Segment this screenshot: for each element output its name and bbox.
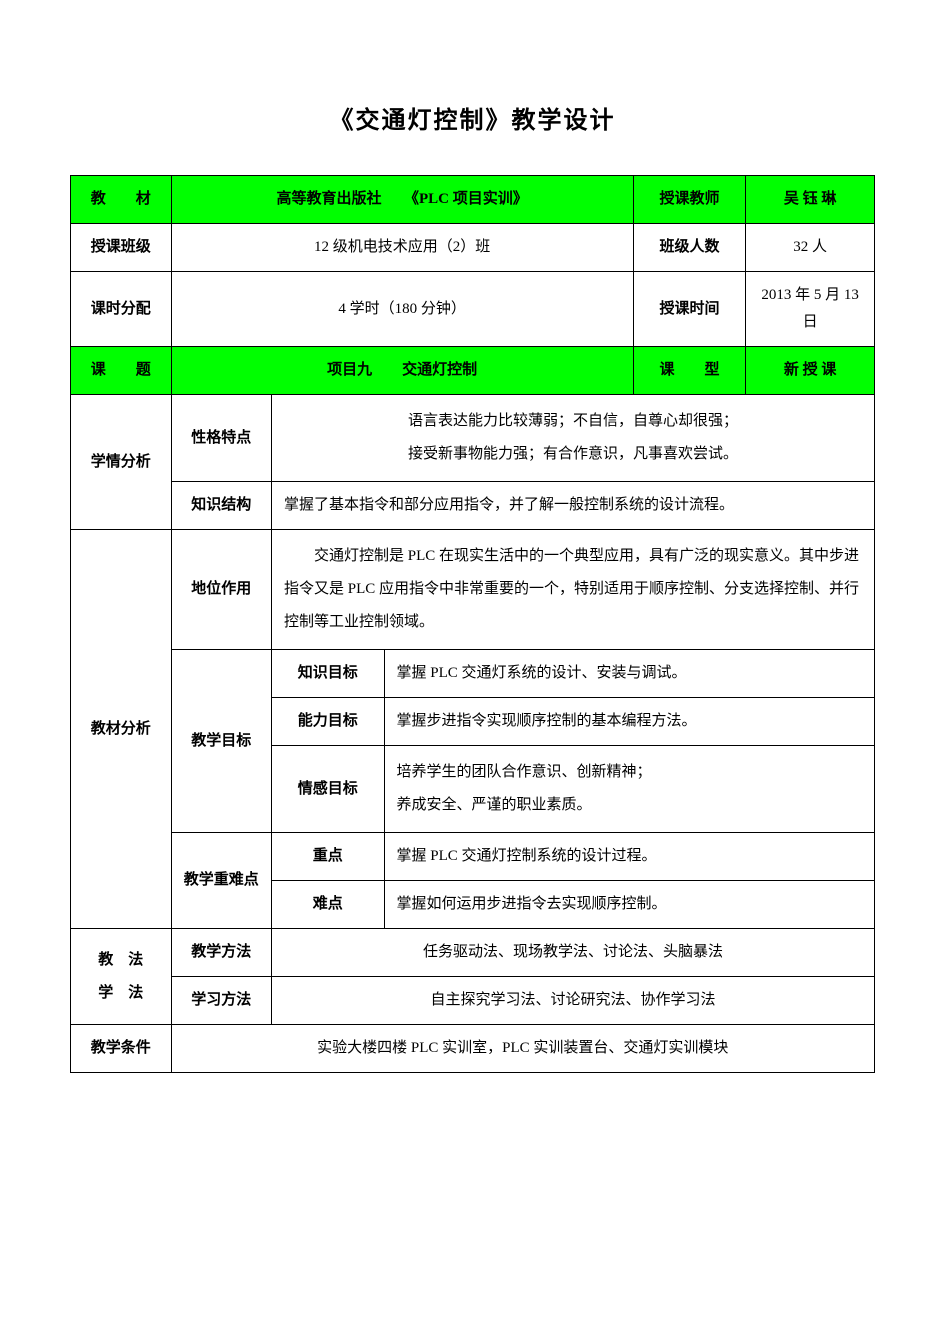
value-class-size: 32 人	[746, 224, 875, 272]
label-keypoints: 教学重难点	[171, 833, 272, 929]
label-knowledge-goal: 知识目标	[272, 650, 385, 698]
row-keypoint: 教学重难点 重点 掌握 PLC 交通灯控制系统的设计过程。	[71, 833, 875, 881]
label-knowledge-structure: 知识结构	[171, 482, 272, 530]
row-teach-method: 教 法 学 法 教学方法 任务驱动法、现场教学法、讨论法、头脑暴法	[71, 929, 875, 977]
row-knowledge-goal: 教学目标 知识目标 掌握 PLC 交通灯系统的设计、安装与调试。	[71, 650, 875, 698]
label-material-analysis: 教材分析	[71, 530, 172, 929]
value-topic: 项目九 交通灯控制	[171, 347, 633, 395]
row-hours: 课时分配 4 学时（180 分钟） 授课时间 2013 年 5 月 13 日	[71, 272, 875, 347]
label-conditions: 教学条件	[71, 1025, 172, 1073]
label-textbook: 教 材	[71, 176, 172, 224]
label-class-size: 班级人数	[633, 224, 746, 272]
label-emotion-goal: 情感目标	[272, 746, 385, 833]
label-personality: 性格特点	[171, 395, 272, 482]
value-knowledge-goal: 掌握 PLC 交通灯系统的设计、安装与调试。	[384, 650, 874, 698]
value-ability-goal: 掌握步进指令实现顺序控制的基本编程方法。	[384, 698, 874, 746]
row-role: 教材分析 地位作用 交通灯控制是 PLC 在现实生活中的一个典型应用，具有广泛的…	[71, 530, 875, 650]
value-hours: 4 学时（180 分钟）	[171, 272, 633, 347]
value-teach-method: 任务驱动法、现场教学法、讨论法、头脑暴法	[272, 929, 875, 977]
label-teaching-goals: 教学目标	[171, 650, 272, 833]
label-student-analysis: 学情分析	[71, 395, 172, 530]
value-difficult: 掌握如何运用步进指令去实现顺序控制。	[384, 881, 874, 929]
page-title: 《交通灯控制》教学设计	[70, 100, 875, 135]
label-learn-method: 学习方法	[171, 977, 272, 1025]
value-conditions: 实验大楼四楼 PLC 实训室，PLC 实训装置台、交通灯实训模块	[171, 1025, 875, 1073]
label-teacher: 授课教师	[633, 176, 746, 224]
lesson-plan-table: 教 材 高等教育出版社 《PLC 项目实训》 授课教师 吴 钰 琳 授课班级 1…	[70, 175, 875, 1073]
value-teacher: 吴 钰 琳	[746, 176, 875, 224]
value-key: 掌握 PLC 交通灯控制系统的设计过程。	[384, 833, 874, 881]
row-learn-method: 学习方法 自主探究学习法、讨论研究法、协作学习法	[71, 977, 875, 1025]
value-knowledge-structure: 掌握了基本指令和部分应用指令，并了解一般控制系统的设计流程。	[272, 482, 875, 530]
row-textbook: 教 材 高等教育出版社 《PLC 项目实训》 授课教师 吴 钰 琳	[71, 176, 875, 224]
row-conditions: 教学条件 实验大楼四楼 PLC 实训室，PLC 实训装置台、交通灯实训模块	[71, 1025, 875, 1073]
value-textbook: 高等教育出版社 《PLC 项目实训》	[171, 176, 633, 224]
value-personality: 语言表达能力比较薄弱；不自信，自尊心却很强； 接受新事物能力强；有合作意识，凡事…	[272, 395, 875, 482]
label-topic: 课 题	[71, 347, 172, 395]
value-time: 2013 年 5 月 13 日	[746, 272, 875, 347]
label-difficult: 难点	[272, 881, 385, 929]
label-role: 地位作用	[171, 530, 272, 650]
row-personality: 学情分析 性格特点 语言表达能力比较薄弱；不自信，自尊心却很强； 接受新事物能力…	[71, 395, 875, 482]
value-type: 新 授 课	[746, 347, 875, 395]
label-methods: 教 法 学 法	[71, 929, 172, 1025]
value-emotion-goal: 培养学生的团队合作意识、创新精神； 养成安全、严谨的职业素质。	[384, 746, 874, 833]
label-teach-method: 教学方法	[171, 929, 272, 977]
value-learn-method: 自主探究学习法、讨论研究法、协作学习法	[272, 977, 875, 1025]
row-knowledge: 知识结构 掌握了基本指令和部分应用指令，并了解一般控制系统的设计流程。	[71, 482, 875, 530]
label-hours: 课时分配	[71, 272, 172, 347]
label-time: 授课时间	[633, 272, 746, 347]
value-class: 12 级机电技术应用（2）班	[171, 224, 633, 272]
row-class: 授课班级 12 级机电技术应用（2）班 班级人数 32 人	[71, 224, 875, 272]
row-topic: 课 题 项目九 交通灯控制 课 型 新 授 课	[71, 347, 875, 395]
label-key: 重点	[272, 833, 385, 881]
label-ability-goal: 能力目标	[272, 698, 385, 746]
label-type: 课 型	[633, 347, 746, 395]
value-role: 交通灯控制是 PLC 在现实生活中的一个典型应用，具有广泛的现实意义。其中步进指…	[272, 530, 875, 650]
label-class: 授课班级	[71, 224, 172, 272]
